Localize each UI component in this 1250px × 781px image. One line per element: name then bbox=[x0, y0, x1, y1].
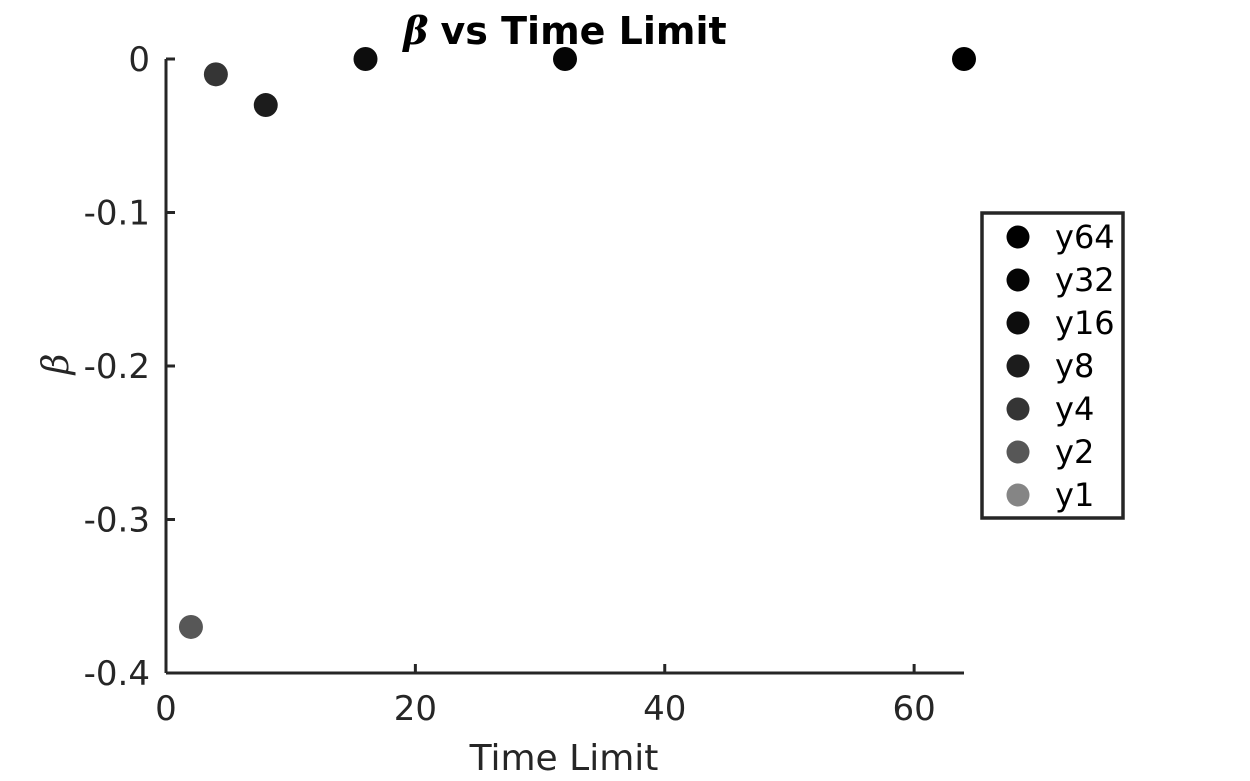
chart-title-text: vs Time Limit bbox=[441, 9, 727, 53]
legend-label: y4 bbox=[1055, 390, 1094, 428]
x-tick-label: 20 bbox=[394, 689, 437, 729]
x-axis-label: Time Limit bbox=[469, 738, 659, 779]
data-point-y2 bbox=[178, 614, 203, 639]
data-point-y8 bbox=[253, 93, 278, 118]
legend-marker bbox=[1006, 397, 1030, 421]
legend-label: y1 bbox=[1055, 476, 1094, 514]
x-tick-label: 0 bbox=[155, 689, 177, 729]
legend-marker bbox=[1006, 440, 1030, 464]
legend-marker bbox=[1006, 483, 1030, 507]
data-point-y64 bbox=[952, 47, 976, 71]
chart-title-symbol: β bbox=[401, 8, 428, 53]
x-tick-label: 60 bbox=[892, 689, 935, 729]
legend-box bbox=[980, 211, 1125, 520]
data-points bbox=[178, 47, 976, 639]
legend-label: y32 bbox=[1055, 261, 1115, 299]
tick-labels: 0 20 40 60 0 -0.1 -0.2 -0.3 -0.4 bbox=[84, 40, 936, 729]
legend-marker bbox=[1006, 268, 1030, 292]
data-point-y4 bbox=[203, 62, 228, 87]
data-point-y16 bbox=[353, 47, 378, 71]
legend-marker bbox=[1006, 311, 1030, 335]
legend: y64 y32 y16 y8 y4 y2 y1 bbox=[980, 211, 1125, 520]
legend-label: y16 bbox=[1055, 304, 1115, 342]
data-point-y32 bbox=[553, 47, 577, 71]
y-tick-label: -0.2 bbox=[84, 347, 150, 387]
y-tick-label: -0.4 bbox=[84, 654, 150, 694]
legend-marker bbox=[1006, 225, 1030, 249]
legend-marker bbox=[1006, 354, 1030, 378]
y-tick-label: 0 bbox=[128, 40, 150, 80]
axes bbox=[164, 57, 964, 675]
y-tick-label: -0.1 bbox=[84, 194, 150, 234]
y-axis-label: β bbox=[36, 354, 77, 377]
chart-title: β vs Time Limit bbox=[401, 8, 726, 53]
legend-label: y2 bbox=[1055, 433, 1094, 471]
legend-label: y64 bbox=[1055, 218, 1115, 256]
y-tick-label: -0.3 bbox=[84, 501, 150, 541]
legend-label: y8 bbox=[1055, 347, 1094, 385]
x-tick-label: 40 bbox=[643, 689, 686, 729]
